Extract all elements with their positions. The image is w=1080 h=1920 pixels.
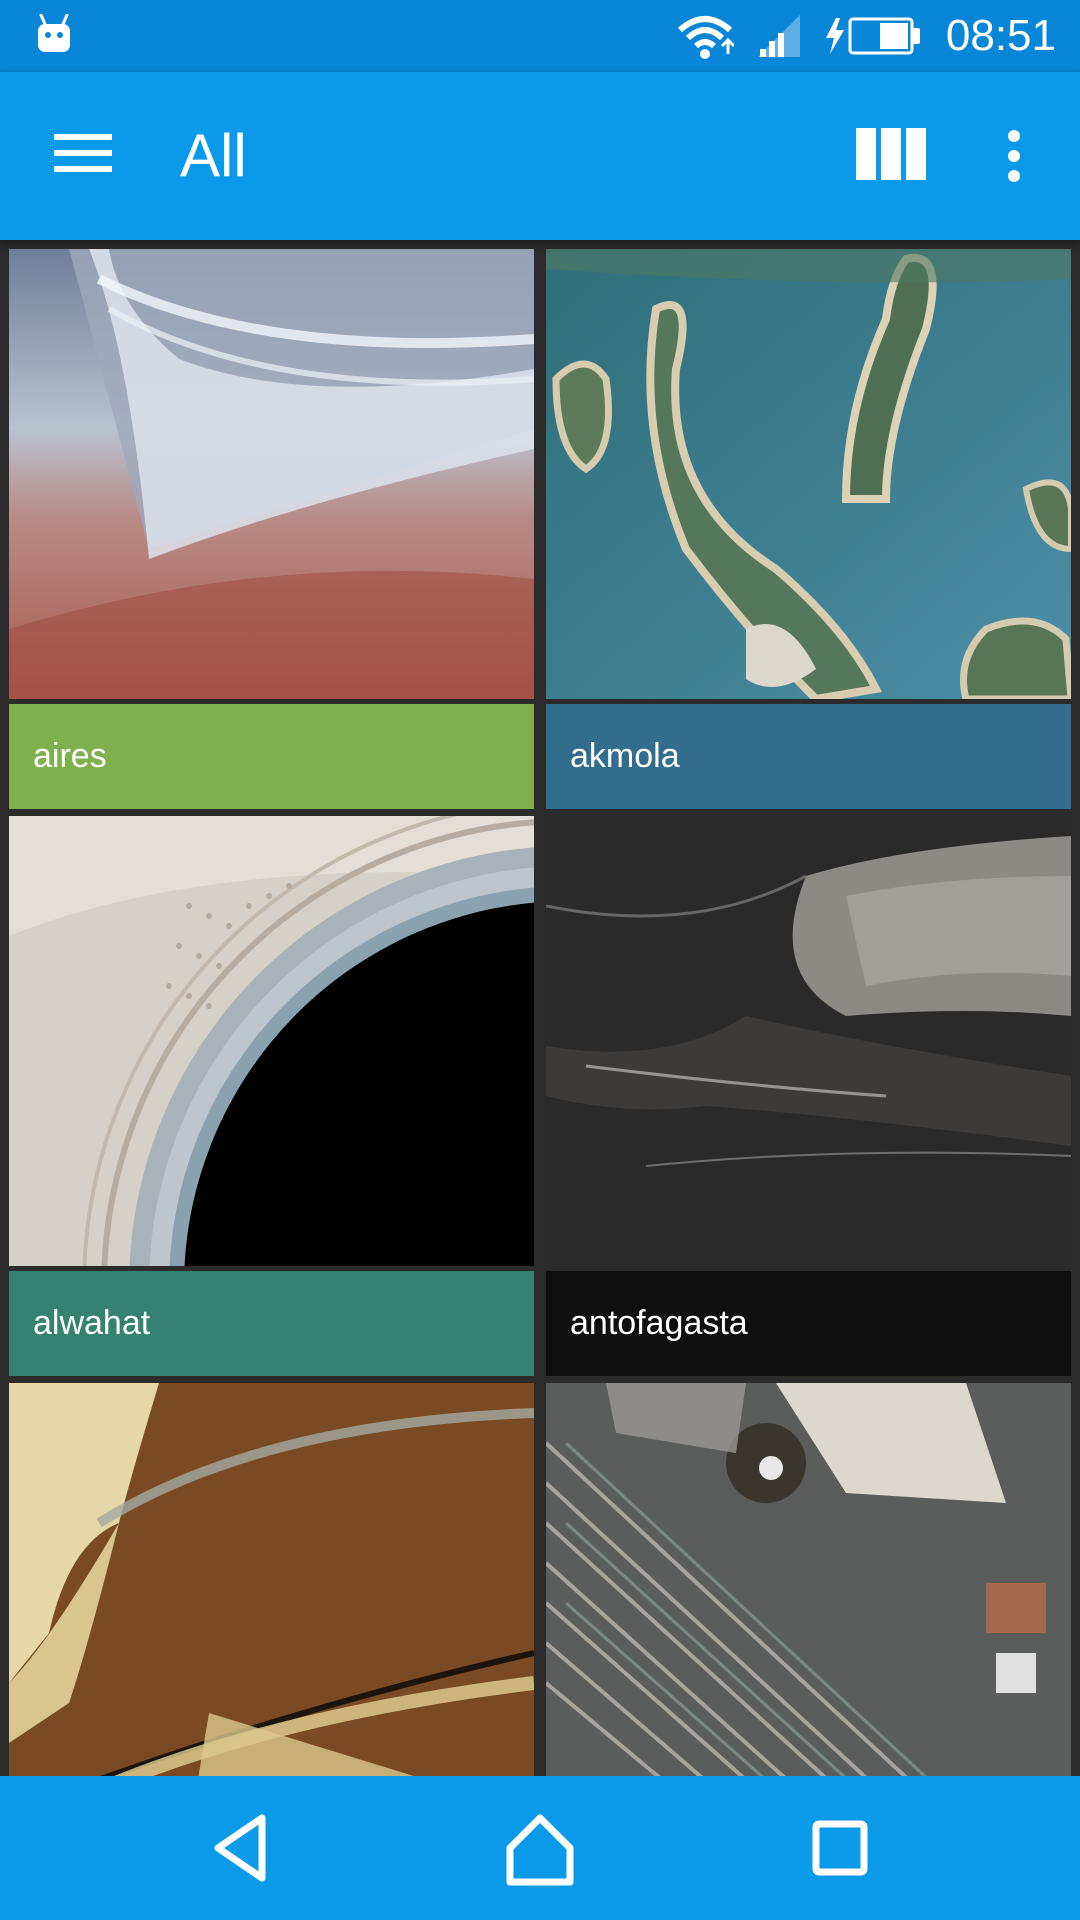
cell-signal-icon — [757, 15, 800, 57]
wifi-icon — [677, 16, 734, 59]
wallpaper-label: alwahat — [9, 1271, 534, 1376]
wallpaper-label: aires — [9, 704, 534, 809]
wallpaper-thumbnail — [546, 1383, 1071, 1776]
wallpaper-grid: aires akmola — [0, 240, 1080, 1776]
wallpaper-tile[interactable] — [546, 1383, 1071, 1776]
wallpaper-thumbnail — [546, 249, 1071, 704]
home-icon[interactable] — [498, 1806, 582, 1890]
wallpaper-thumbnail — [9, 816, 534, 1376]
wallpaper-tile-antofagasta[interactable]: antofagasta — [546, 816, 1071, 1376]
wallpaper-thumbnail — [9, 249, 534, 699]
recents-icon[interactable] — [798, 1806, 882, 1890]
wallpaper-tile-alwahat[interactable]: alwahat — [9, 816, 534, 1376]
android-icon — [38, 14, 70, 52]
status-bar: 08:51 — [0, 0, 1080, 72]
wallpaper-label: antofagasta — [546, 1271, 1071, 1376]
app-bar: All — [0, 72, 1080, 240]
battery-charging-icon — [825, 17, 920, 55]
grid-view-icon[interactable] — [856, 128, 926, 180]
navigation-bar — [0, 1776, 1080, 1920]
menu-icon[interactable] — [54, 130, 112, 176]
more-vert-icon[interactable] — [996, 128, 1032, 184]
back-icon[interactable] — [200, 1806, 284, 1890]
wallpaper-thumbnail — [546, 816, 1071, 1266]
wallpaper-tile-akmola[interactable]: akmola — [546, 249, 1071, 809]
wallpaper-tile[interactable] — [9, 1383, 534, 1776]
clock-time: 08:51 — [945, 11, 1056, 60]
wallpaper-label: akmola — [546, 704, 1071, 809]
wallpaper-thumbnail — [9, 1383, 534, 1776]
wallpaper-tile-aires[interactable]: aires — [9, 249, 534, 809]
page-title: All — [180, 122, 247, 189]
